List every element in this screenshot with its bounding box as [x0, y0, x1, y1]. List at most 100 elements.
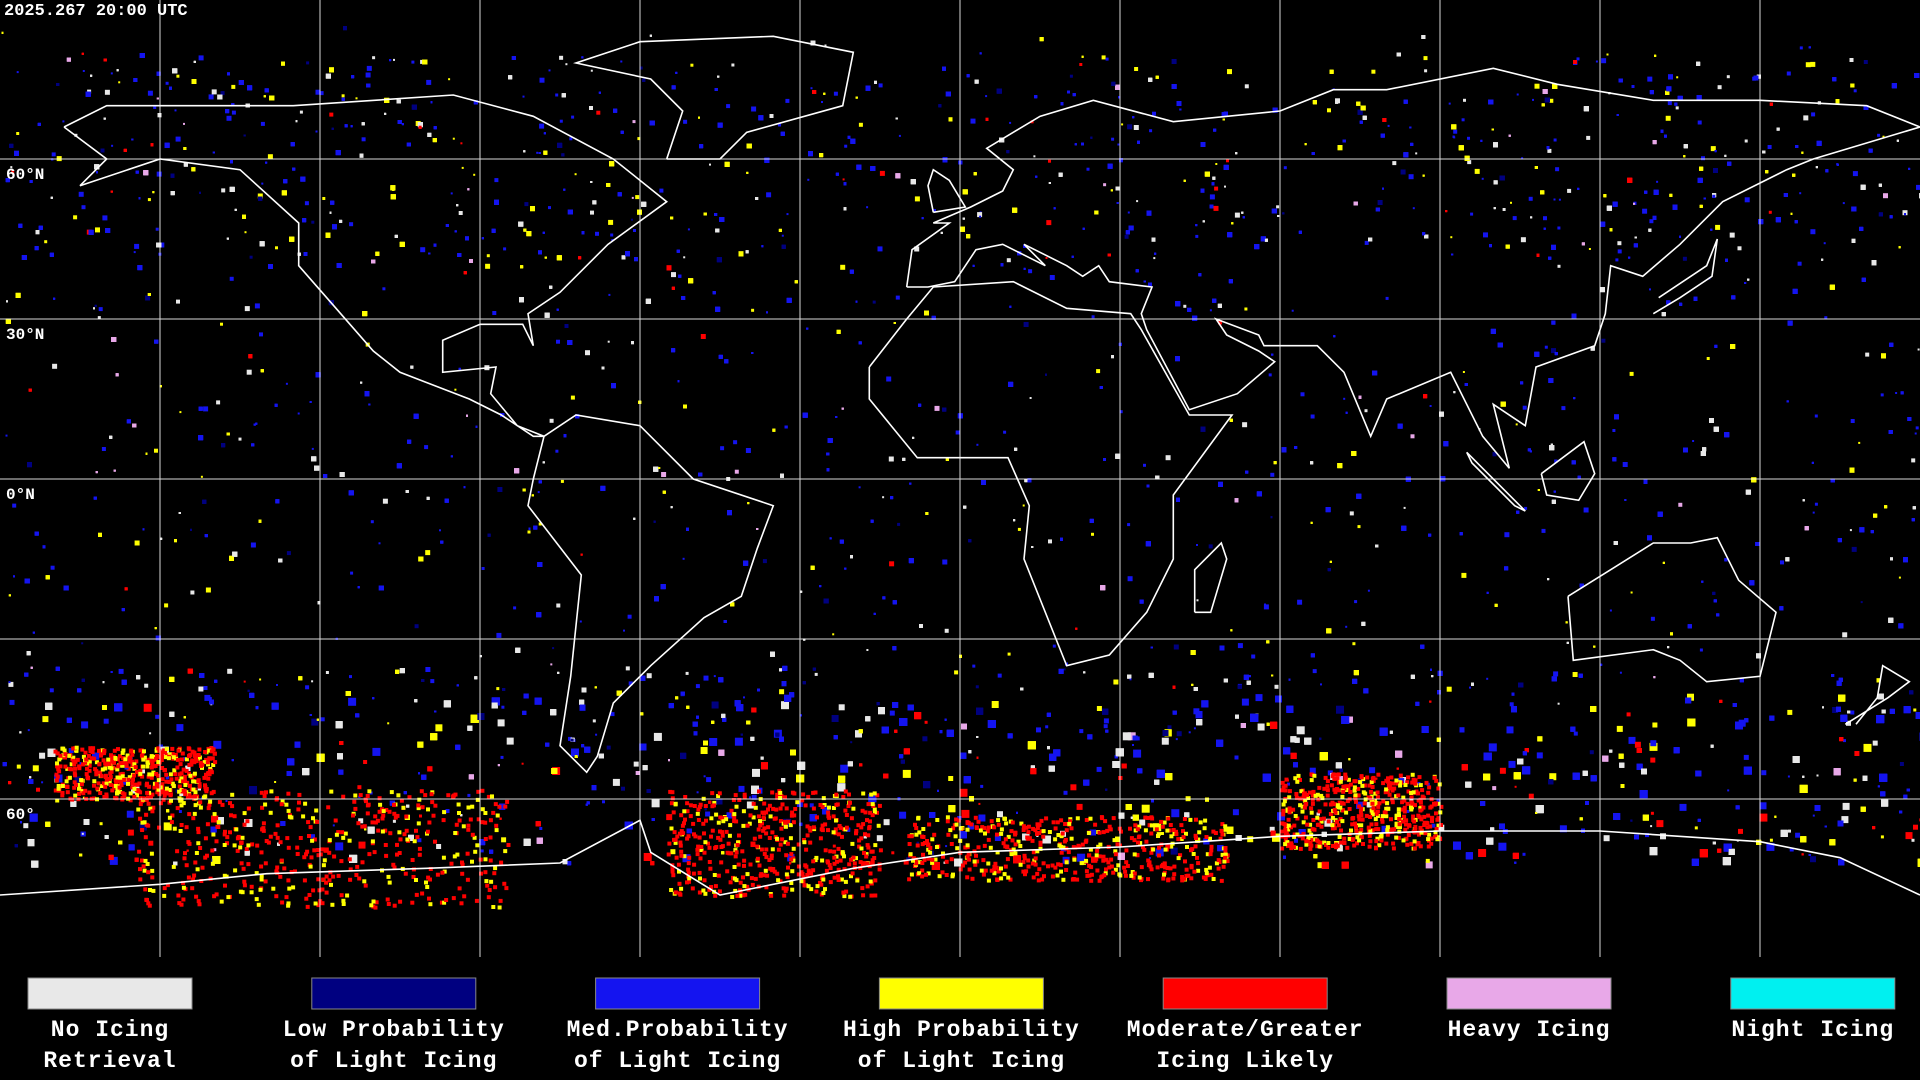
icing-pixel	[305, 685, 310, 690]
icing-pixel	[1481, 177, 1484, 180]
icing-pixel	[1409, 804, 1414, 810]
icing-pixel	[1461, 572, 1467, 578]
icing-pixel	[420, 247, 426, 253]
icing-pixel	[238, 437, 242, 441]
icing-pixel	[631, 196, 634, 199]
icing-pixel	[682, 854, 691, 863]
icing-pixel	[1488, 743, 1497, 752]
icing-pixel	[1244, 84, 1249, 89]
icing-pixel	[840, 764, 849, 773]
icing-pixel	[1678, 502, 1683, 507]
icing-pixel	[1336, 845, 1343, 852]
icing-pixel	[810, 40, 816, 46]
icing-pixel	[1209, 309, 1212, 312]
icing-pixel	[1155, 848, 1164, 857]
icing-pixel	[39, 752, 46, 759]
icing-pixel	[524, 202, 529, 207]
icing-pixel	[460, 142, 463, 145]
icing-pixel	[1729, 232, 1735, 238]
icing-pixel	[36, 787, 40, 792]
icing-pixel	[439, 529, 441, 532]
icing-pixel	[877, 246, 883, 252]
icing-pixel	[1842, 802, 1850, 810]
icing-pixel	[461, 166, 464, 169]
icing-pixel	[879, 170, 885, 176]
icing-pixel	[978, 814, 986, 822]
icing-pixel	[5, 434, 8, 437]
icing-pixel	[878, 83, 883, 88]
icing-pixel	[1620, 784, 1625, 788]
icing-pixel	[1200, 142, 1206, 147]
icing-pixel	[978, 802, 981, 805]
icing-pixel	[899, 811, 907, 819]
icing-pixel	[480, 849, 484, 853]
icing-pixel	[1377, 200, 1383, 205]
icing-pixel	[1091, 315, 1095, 319]
icing-pixel	[1127, 124, 1133, 130]
icing-pixel	[1036, 727, 1041, 733]
icing-pixel	[68, 748, 74, 754]
icing-pixel	[1561, 406, 1566, 411]
icing-pixel	[914, 246, 920, 252]
icing-pixel	[387, 722, 390, 725]
icing-pixel	[633, 761, 639, 767]
icing-pixel	[625, 666, 630, 671]
icing-pixel	[1601, 58, 1607, 64]
icing-pixel	[363, 760, 368, 764]
icing-pixel	[1215, 163, 1218, 165]
icing-pixel	[1176, 101, 1182, 106]
icing-pixel	[285, 382, 288, 385]
icing-pixel	[1392, 161, 1397, 166]
icing-pixel	[1276, 205, 1280, 209]
icing-pixel	[268, 264, 273, 269]
icing-pixel	[1269, 826, 1275, 832]
icing-pixel	[1052, 644, 1056, 648]
icing-pixel	[126, 810, 134, 818]
icing-pixel	[809, 803, 814, 808]
icing-pixel	[1502, 208, 1506, 211]
icing-pixel	[1510, 201, 1512, 204]
icing-pixel	[1744, 197, 1750, 203]
icing-pixel	[274, 781, 277, 783]
icing-pixel	[176, 724, 184, 732]
icing-pixel	[1354, 600, 1358, 604]
icing-pixel	[1297, 599, 1303, 605]
icing-pixel	[959, 788, 968, 797]
icing-pixel	[341, 94, 345, 98]
icing-pixel	[1883, 193, 1888, 199]
icing-pixel	[350, 571, 354, 575]
icing-pixel	[254, 303, 260, 309]
icing-pixel	[1029, 397, 1032, 399]
icing-pixel	[590, 69, 593, 72]
icing-pixel	[1536, 752, 1543, 759]
icing-pixel	[311, 447, 314, 450]
icing-pixel	[1642, 208, 1648, 214]
icing-pixel	[1682, 256, 1687, 261]
icing-pixel	[82, 70, 85, 72]
icing-pixel	[1514, 785, 1517, 788]
icing-pixel	[745, 448, 751, 453]
icing-pixel	[785, 98, 790, 103]
icing-pixel	[1320, 683, 1322, 686]
icing-pixel	[1810, 229, 1816, 235]
icing-pixel	[349, 675, 352, 679]
icing-pixel	[581, 687, 587, 693]
icing-pixel	[1244, 307, 1248, 311]
icing-pixel	[568, 736, 572, 741]
icing-pixel	[559, 119, 563, 123]
icing-pixel	[227, 668, 233, 674]
icing-pixel	[1069, 74, 1073, 78]
icing-pixel	[1195, 234, 1199, 238]
icing-pixel	[485, 263, 491, 269]
icing-pixel	[426, 79, 432, 85]
icing-pixel	[414, 624, 419, 629]
icing-pixel	[1727, 789, 1730, 792]
icing-pixel	[1255, 694, 1263, 702]
icing-pixel	[1795, 832, 1801, 838]
icing-pixel	[110, 72, 113, 75]
icing-pixel	[1805, 62, 1811, 68]
icing-pixel	[844, 144, 848, 148]
icing-pixel	[393, 58, 395, 61]
icing-pixel	[751, 106, 757, 112]
icing-pixel	[1629, 371, 1634, 376]
